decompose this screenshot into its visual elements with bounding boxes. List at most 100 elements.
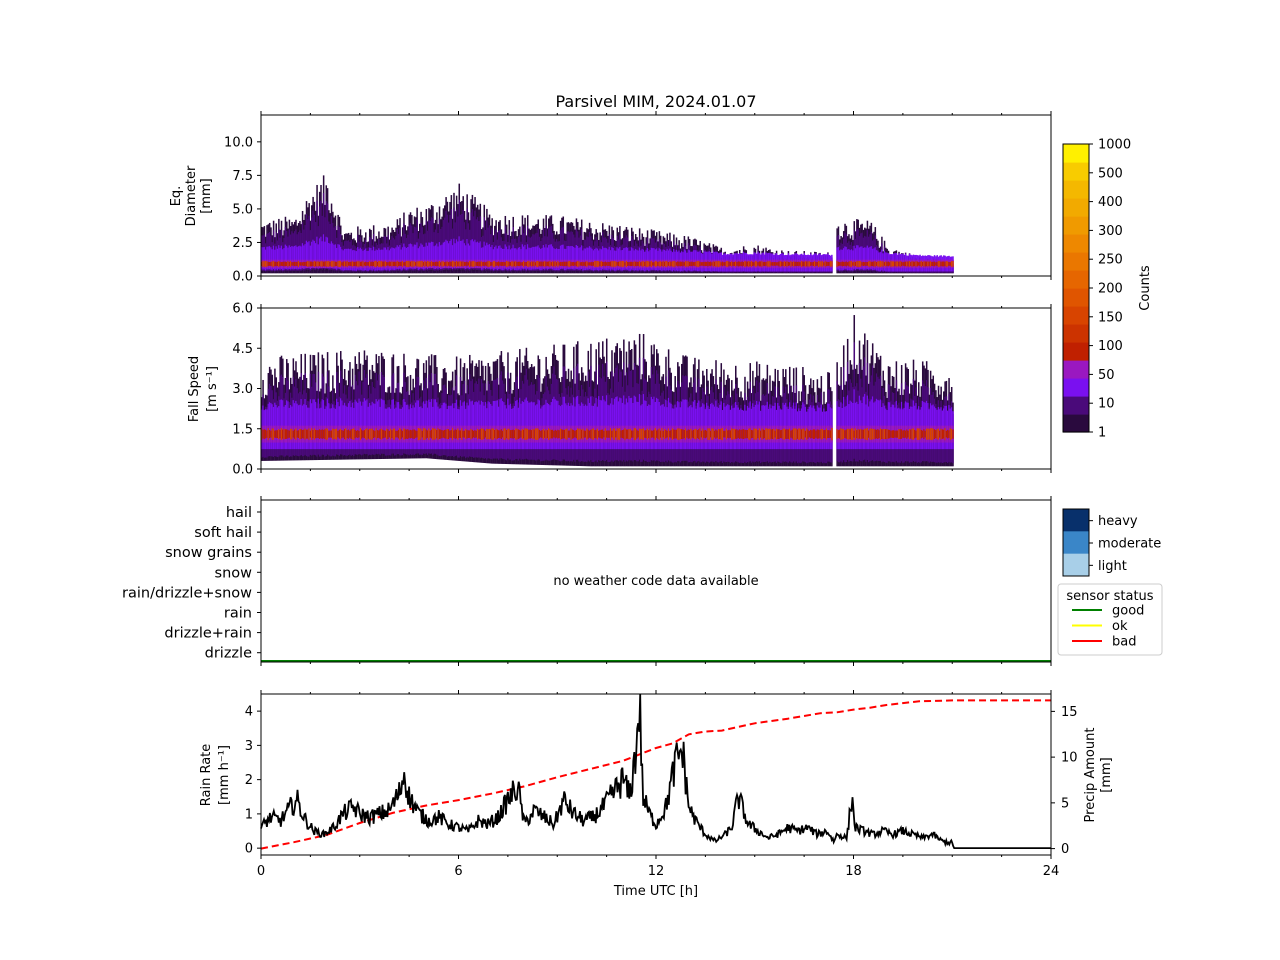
heatmap-cell — [723, 430, 725, 438]
heatmap-cell — [619, 428, 621, 441]
heatmap-cell — [541, 247, 543, 270]
heatmap-cell — [895, 261, 898, 267]
heatmap-cell — [337, 430, 339, 438]
heatmap-cell — [712, 261, 715, 267]
y-tick-label: 0.0 — [232, 270, 253, 285]
heatmap-cell — [354, 399, 356, 450]
heatmap-cell — [463, 261, 466, 266]
heatmap-cell — [328, 430, 330, 438]
heatmap-cell — [613, 261, 616, 267]
heatmap-cell — [844, 261, 846, 266]
heatmap-cell — [359, 428, 362, 441]
heatmap-cell — [885, 429, 887, 440]
heatmap-cell — [496, 262, 499, 266]
heatmap-cell — [312, 430, 314, 439]
heatmap-cell — [420, 243, 422, 269]
heatmap-cell — [534, 428, 537, 440]
heatmap-cell — [554, 261, 557, 267]
heatmap-cell — [380, 261, 383, 267]
heatmap-cell — [492, 428, 495, 440]
heatmap-cell — [340, 246, 342, 270]
heatmap-cell — [574, 262, 576, 266]
heatmap-cell — [413, 429, 416, 439]
heatmap-cell — [419, 246, 421, 270]
heatmap-cell — [303, 261, 305, 266]
heatmap-cell — [634, 261, 637, 267]
heatmap-cell — [703, 430, 705, 438]
heatmap-cell — [332, 428, 334, 440]
heatmap-cell — [575, 429, 578, 439]
heatmap-cell — [409, 261, 412, 267]
heatmap-cell — [320, 200, 322, 269]
heatmap-cell — [384, 261, 387, 267]
heatmap-cell — [467, 262, 470, 266]
heatmap-cell — [417, 428, 420, 441]
heatmap-cell — [279, 261, 281, 267]
heatmap-cell — [857, 428, 859, 440]
heatmap-cell — [621, 261, 624, 267]
heatmap-cell — [538, 261, 541, 267]
heatmap-cell — [371, 401, 374, 450]
heatmap-cell — [887, 261, 890, 267]
heatmap-cell — [420, 260, 422, 267]
heatmap-cell — [856, 401, 858, 450]
heatmap-cell — [345, 428, 347, 440]
heatmap-cell — [871, 428, 874, 440]
heatmap-cell — [442, 261, 445, 267]
heatmap-cell — [326, 261, 329, 267]
heatmap-cell — [292, 430, 295, 438]
heatmap-cell — [296, 261, 299, 267]
heatmap-cell — [317, 261, 320, 267]
heatmap-cell — [744, 260, 746, 267]
heatmap-cell — [654, 401, 657, 450]
heatmap-cell — [412, 429, 414, 439]
heatmap-cell — [707, 261, 709, 267]
heatmap-cell — [407, 429, 409, 440]
heatmap-cell — [873, 248, 875, 270]
heatmap-cell — [862, 429, 865, 439]
heatmap-cell — [748, 428, 750, 440]
heatmap-cell — [336, 247, 338, 270]
heatmap-cell — [766, 261, 769, 267]
heatmap-cell — [840, 262, 842, 266]
y-tick-label: 10.0 — [224, 135, 253, 150]
heatmap-cell — [415, 430, 417, 438]
heatmap-cell — [284, 261, 287, 267]
heatmap-cell — [621, 430, 624, 439]
heatmap-cell — [495, 245, 497, 270]
heatmap-cell — [286, 400, 288, 450]
heatmap-cell — [341, 262, 343, 266]
heatmap-cell — [853, 261, 856, 267]
heatmap-cell — [400, 429, 403, 439]
heatmap-cell — [399, 244, 401, 269]
heatmap-cell — [558, 262, 561, 266]
heatmap-cell — [669, 430, 671, 438]
heatmap-cell — [703, 261, 705, 266]
heatmap-cell — [384, 430, 387, 438]
heatmap-cell — [367, 262, 370, 266]
heatmap-cell — [653, 262, 655, 266]
heatmap-cell — [637, 430, 640, 438]
heatmap-cell — [580, 429, 583, 439]
heatmap-cell — [889, 262, 891, 266]
heatmap-cell — [561, 429, 563, 439]
heatmap-cell — [641, 248, 644, 271]
heatmap-cell — [300, 246, 303, 270]
heatmap-cell — [920, 260, 923, 267]
heatmap-cell — [358, 261, 360, 267]
heatmap-cell — [507, 428, 509, 440]
heatmap-cell — [289, 246, 292, 270]
heatmap-cell — [584, 248, 587, 271]
heatmap-cell — [603, 399, 605, 450]
heatmap-cell — [397, 402, 400, 450]
heatmap-cell — [795, 261, 798, 267]
heatmap-cell — [827, 261, 829, 266]
heatmap-cell — [555, 430, 558, 438]
heatmap-cell — [392, 399, 395, 450]
heatmap-cell — [537, 399, 540, 450]
heatmap-cell — [426, 430, 429, 438]
heatmap-cell — [839, 262, 841, 266]
heatmap-cell — [908, 261, 911, 267]
heatmap-cell — [454, 429, 457, 439]
heatmap-cell — [338, 244, 341, 269]
